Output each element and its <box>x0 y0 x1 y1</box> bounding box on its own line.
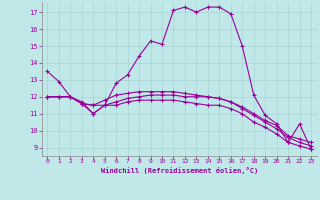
X-axis label: Windchill (Refroidissement éolien,°C): Windchill (Refroidissement éolien,°C) <box>100 167 258 174</box>
